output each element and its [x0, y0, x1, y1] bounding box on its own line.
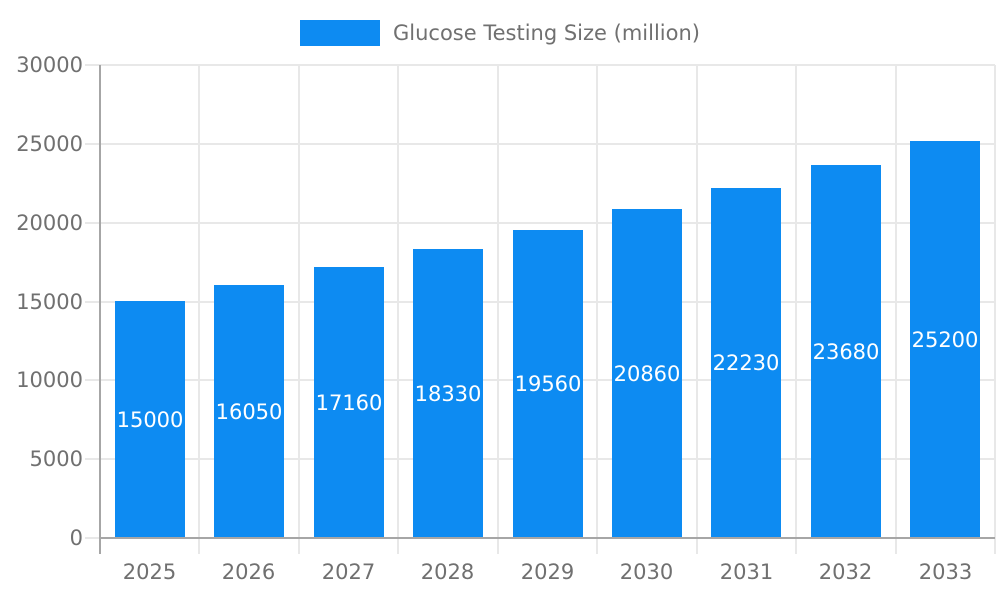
y-gridline [100, 222, 995, 224]
y-tick-mark [85, 458, 100, 460]
x-gridline [397, 65, 399, 554]
x-gridline [795, 65, 797, 554]
y-tick-mark [85, 379, 100, 381]
y-axis-line [99, 65, 101, 554]
y-axis-tick-label: 30000 [16, 53, 83, 77]
y-tick-mark [85, 222, 100, 224]
bar-value-label: 16050 [215, 399, 283, 424]
y-tick-mark [85, 64, 100, 66]
x-gridline [696, 65, 698, 554]
x-axis-line [100, 537, 995, 539]
bar-value-label: 22230 [712, 351, 780, 375]
x-axis-tick-label: 2025 [122, 560, 177, 584]
bar-value-label: 23680 [812, 339, 880, 364]
y-gridline [100, 64, 995, 66]
legend-label: Glucose Testing Size (million) [393, 21, 700, 45]
bar-value-label: 18330 [414, 381, 482, 406]
y-axis-tick-label: 15000 [16, 290, 83, 314]
y-axis-tick-label: 20000 [16, 211, 83, 235]
x-gridline [895, 65, 897, 554]
bar-2025[interactable] [115, 301, 185, 538]
x-axis-tick-label: 2032 [818, 560, 873, 584]
bar-value-label: 17160 [315, 390, 383, 415]
bar-value-label: 15000 [116, 407, 184, 432]
y-gridline [100, 143, 995, 145]
x-gridline [198, 65, 200, 554]
x-axis-tick-label: 2033 [918, 560, 973, 584]
legend[interactable]: Glucose Testing Size (million) [0, 20, 1000, 46]
y-tick-mark [85, 143, 100, 145]
bar-2030[interactable] [612, 209, 682, 538]
x-gridline [298, 65, 300, 554]
y-tick-mark [85, 537, 100, 539]
x-gridline [596, 65, 598, 554]
x-gridline [497, 65, 499, 554]
bar-value-label: 25200 [911, 327, 979, 352]
legend-swatch [300, 20, 380, 46]
y-axis-tick-label: 5000 [29, 447, 83, 471]
bar-2029[interactable] [513, 230, 583, 538]
y-tick-mark [85, 301, 100, 303]
x-axis-tick-label: 2030 [619, 560, 674, 584]
bar-value-label: 19560 [514, 372, 582, 396]
bar-2032[interactable] [811, 165, 881, 538]
bar-2027[interactable] [314, 267, 384, 538]
y-axis-tick-label: 0 [69, 526, 83, 550]
bar-2033[interactable] [910, 141, 980, 538]
bar-value-label: 20860 [613, 361, 681, 386]
bar-2031[interactable] [711, 188, 781, 538]
x-axis-tick-label: 2029 [520, 560, 575, 584]
bar-2026[interactable] [214, 285, 284, 538]
x-axis-tick-label: 2031 [719, 560, 774, 584]
y-axis-tick-label: 10000 [16, 368, 83, 392]
x-axis-tick-label: 2026 [221, 560, 276, 584]
x-axis-tick-label: 2028 [420, 560, 475, 584]
x-gridline [994, 65, 996, 554]
x-axis-tick-label: 2027 [321, 560, 376, 584]
plot-area: 0 5000 10000 15000 20000 25000 30000 15000 2025 1… [16, 53, 996, 584]
y-axis-tick-label: 25000 [16, 132, 83, 156]
bar-2028[interactable] [413, 249, 483, 538]
